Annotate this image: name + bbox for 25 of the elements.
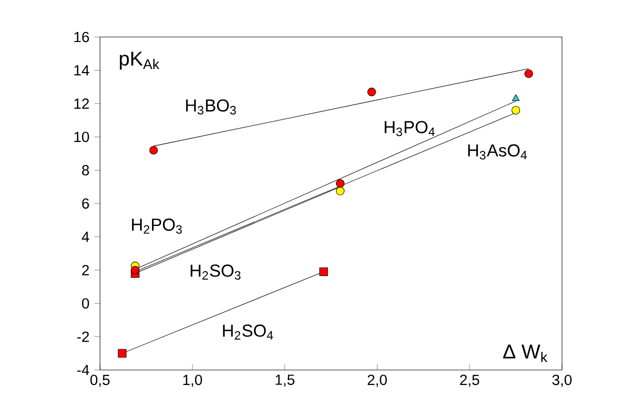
x-tick-label: 2,5 [460,374,480,387]
annotation: H$_{2}$SO$_{3}$ [190,264,240,280]
y-tick-label: 8 [82,165,89,176]
x-tick-label: 3,0 [552,374,572,387]
y-tick-label: -2 [77,332,89,342]
y-axis-title: pK$_{Ak}$ [120,52,160,70]
x-tick-label: 0,5 [90,374,110,387]
x-tick-label: 1,5 [276,374,294,387]
y-tick-label: 6 [82,198,89,209]
x-tick-label: 1,0 [183,374,202,387]
annotation: H$_{3}$AsO$_{4}$ [468,144,527,160]
annotation: H$_{3}$PO$_{4}$ [384,120,435,136]
y-tick-label: 14 [74,65,90,76]
y-tick-label: 4 [82,232,90,242]
y-tick-label: 12 [74,98,89,109]
y-tick-label: 16 [74,32,89,42]
annotation: H$_{2}$PO$_{3}$ [132,218,182,234]
y-tick-label: 0 [82,298,90,309]
x-tick-label: 2,0 [368,374,387,387]
annotation: H$_{2}$SO$_{4}$ [223,324,274,340]
y-tick-label: -4 [77,364,90,376]
annotation: H$_{3}$BO$_{3}$ [186,99,236,115]
y-tick-label: 2 [82,264,89,276]
y-tick-label: 10 [74,132,90,142]
x-axis-title: Δ W$_{k}$ [503,344,548,362]
